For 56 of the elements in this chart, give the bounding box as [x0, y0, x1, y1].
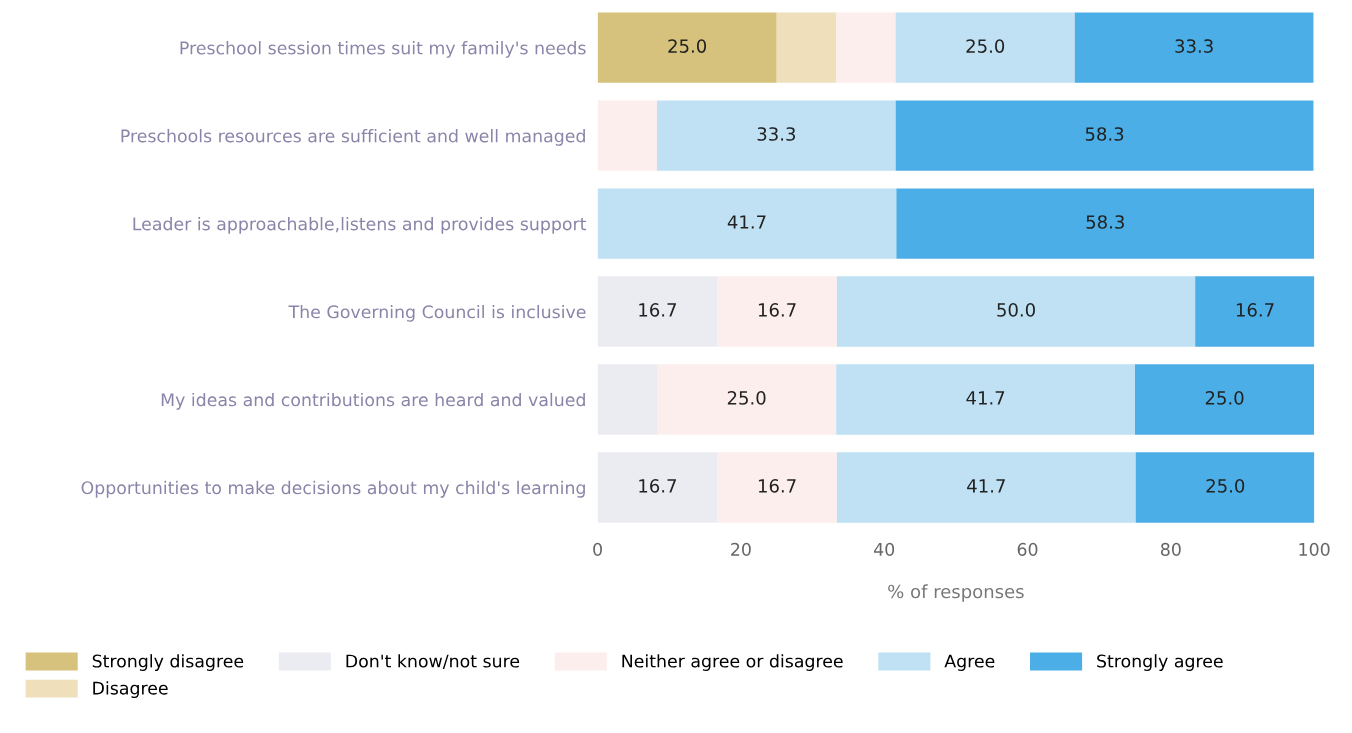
- y-tick-label: Preschool session times suit my family's needs: [180, 41, 586, 58]
- y-tick-label: Preschools resources are sufficient and well managed: [121, 129, 585, 146]
- bar: [1135, 452, 1315, 523]
- data-label: 58.3: [1086, 215, 1124, 229]
- bar: [895, 100, 1314, 171]
- bar: [657, 364, 837, 435]
- data-label: 25.0: [727, 391, 766, 405]
- bar: [717, 452, 837, 523]
- data-label: 16.7: [1236, 303, 1274, 317]
- data-label: 25.0: [668, 39, 707, 53]
- data-label: 25.0: [966, 39, 1005, 53]
- bar: [597, 100, 658, 171]
- data-label: 41.7: [966, 391, 1005, 405]
- x-tick-label: 100: [1299, 542, 1330, 556]
- x-axis-title: % of responses: [888, 584, 1024, 602]
- legend-label: Don't know/not sure: [346, 654, 520, 669]
- data-label: 16.7: [639, 479, 676, 493]
- bar: [836, 364, 1135, 435]
- legend-label: Neither agree or disagree: [622, 654, 843, 671]
- y-tick-label: Leader is approachable,listens and provides support: [133, 216, 587, 234]
- data-label: 41.7: [727, 215, 766, 229]
- data-label: 33.3: [757, 127, 796, 141]
- data-label: 50.0: [997, 303, 1035, 317]
- bar: [597, 188, 897, 259]
- legend-label: Agree: [944, 654, 995, 671]
- data-label: 58.3: [1085, 127, 1124, 141]
- y-tick-label: Opportunities to make decisions about my child's learning: [81, 480, 585, 498]
- y-tick-label: My ideas and contributions are heard and valued: [161, 392, 585, 410]
- bar: [717, 276, 837, 347]
- data-label: 33.3: [1175, 39, 1213, 53]
- bar: [895, 12, 1075, 83]
- bar: [896, 188, 1315, 259]
- x-tick-label: 0: [593, 542, 602, 556]
- x-tick-label: 20: [731, 542, 751, 556]
- data-label: 41.7: [967, 479, 1005, 493]
- bar: [597, 12, 777, 83]
- data-label: 25.0: [1205, 391, 1244, 405]
- bar: [1135, 364, 1315, 435]
- data-label: 16.7: [758, 303, 796, 317]
- bar: [836, 276, 1196, 347]
- bar: [836, 12, 896, 83]
- x-tick-label: 40: [874, 542, 895, 556]
- data-label: 25.0: [1206, 479, 1245, 493]
- y-tick-label: The Governing Council is inclusive: [288, 304, 586, 322]
- legend-label: Disagree: [93, 681, 168, 699]
- legend-label: Strongly agree: [1097, 654, 1223, 671]
- bar: [657, 100, 896, 171]
- data-label: 16.7: [758, 479, 796, 493]
- bar: [836, 452, 1136, 523]
- bar: [1074, 12, 1314, 83]
- legend-label: Strongly disagree: [92, 654, 244, 671]
- bar: [776, 12, 837, 83]
- data-label: 16.7: [639, 303, 676, 317]
- x-tick-label: 80: [1160, 542, 1181, 556]
- bar: [1195, 276, 1315, 347]
- x-tick-label: 60: [1017, 542, 1038, 556]
